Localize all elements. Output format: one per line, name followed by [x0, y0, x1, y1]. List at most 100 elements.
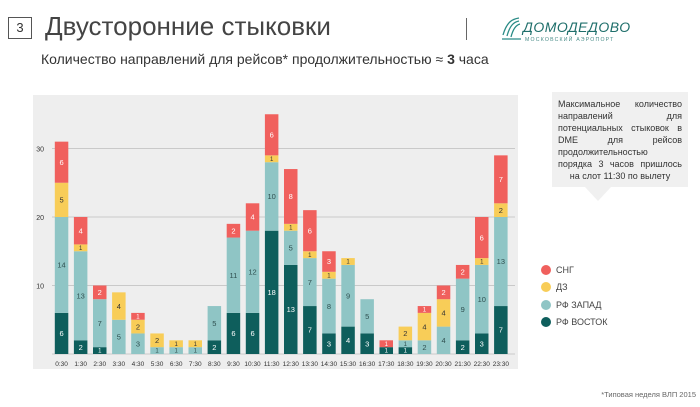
subtitle-value: 3	[447, 51, 455, 67]
data-label-dz: 1	[289, 225, 293, 231]
bar-segment-rf_vostok	[284, 264, 298, 354]
x-tick-label: 12:30	[283, 361, 300, 368]
bar-segment-rf_vostok	[379, 347, 393, 354]
data-label-rf_zapad: 11	[230, 271, 238, 280]
y-tick-label: 10	[36, 284, 44, 291]
data-label-sng: 2	[231, 226, 235, 235]
data-label-sng: 3	[327, 257, 331, 266]
data-label-rf_vostok: 7	[308, 326, 312, 335]
bar-segment-rf_vostok	[245, 312, 260, 354]
data-label-rf_vostok: 6	[250, 329, 254, 338]
data-label-sng: 2	[461, 268, 465, 277]
subtitle-prefix: Количество направлений для рейсов* продо…	[41, 51, 448, 67]
bar-segment-rf_vostok	[264, 230, 279, 354]
legend-item-rf-vostok: РФ ВОСТОК	[541, 314, 608, 332]
bar-segment-sng	[245, 203, 260, 231]
data-label-rf_zapad: 13	[76, 291, 84, 300]
data-label-rf_zapad: 13	[497, 257, 505, 266]
data-label-rf_zapad: 10	[478, 295, 486, 304]
bar-segment-dz	[436, 299, 451, 327]
x-tick-label: 9:30	[227, 361, 240, 368]
x-tick-label: 13:30	[302, 361, 319, 368]
bar-segment-rf_vostok	[341, 326, 355, 354]
data-label-rf_zapad: 3	[136, 339, 140, 348]
data-label-rf_vostok: 2	[79, 343, 83, 352]
bar-segment-sng	[226, 223, 241, 238]
bar-segment-dz	[303, 251, 317, 259]
footnote: *Типовая неделя ВЛП 2015	[601, 390, 696, 399]
callout-box	[552, 92, 688, 187]
x-tick-label: 23:30	[493, 361, 510, 368]
bar-segment-rf_vostok	[54, 312, 69, 354]
data-label-sng: 6	[59, 158, 63, 167]
bar-segment-dz	[169, 340, 183, 348]
bar-segment-rf_zapad	[112, 319, 126, 354]
data-label-sng: 7	[499, 175, 503, 184]
bar-segment-rf_zapad	[475, 264, 489, 334]
header-divider	[466, 18, 467, 40]
bar-segment-dz	[112, 292, 126, 320]
legend-dot-rf-vostok	[541, 317, 551, 328]
bar-segment-sng	[54, 141, 69, 183]
bar-segment-rf_zapad	[207, 306, 222, 341]
bar-segment-rf_vostok	[93, 347, 107, 354]
data-label-sng: 4	[79, 226, 83, 235]
data-label-sng: 6	[270, 131, 274, 140]
bar-segment-rf_vostok	[360, 333, 374, 354]
bar-segment-dz	[264, 155, 279, 163]
bar-segment-rf_vostok	[226, 312, 241, 354]
bar-segment-sng	[322, 251, 336, 272]
bar-segment-sng	[284, 169, 298, 224]
data-label-dz: 2	[136, 322, 140, 331]
data-label-dz: 1	[346, 260, 350, 266]
data-label-sng: 4	[250, 213, 254, 222]
data-label-dz: 5	[59, 196, 63, 205]
data-label-rf_zapad: 5	[117, 333, 121, 342]
data-label-rf_vostok: 13	[287, 305, 295, 314]
data-label-rf_zapad: 1	[404, 342, 408, 348]
data-label-dz: 1	[480, 260, 484, 266]
bar-segment-rf_zapad	[93, 299, 107, 348]
data-label-sng: 6	[308, 226, 312, 235]
bar-segment-rf_zapad	[284, 230, 298, 265]
x-tick-label: 22:30	[474, 361, 491, 368]
data-label-dz: 1	[270, 157, 274, 163]
bar-segment-dz	[54, 182, 69, 217]
callout-pointer	[585, 187, 611, 201]
data-label-sng: 2	[441, 288, 445, 297]
data-label-sng: 1	[136, 314, 140, 320]
x-tick-label: 5:30	[151, 361, 164, 368]
x-tick-label: 16:30	[359, 361, 376, 368]
bar-segment-sng	[494, 155, 508, 204]
data-label-rf_zapad: 14	[57, 261, 65, 270]
bar-segment-sng	[379, 340, 393, 348]
bar-segment-sng	[417, 306, 432, 313]
bar-segment-dz	[417, 312, 432, 341]
y-tick-label: 30	[36, 147, 44, 154]
data-label-rf_vostok: 3	[365, 339, 369, 348]
data-label-rf_zapad: 1	[194, 349, 198, 355]
bar-segment-rf_zapad	[245, 230, 260, 313]
legend-dot-dz	[541, 282, 551, 293]
bar-segment-rf_zapad	[188, 347, 202, 354]
legend-item-rf-zapad: РФ ЗАПАД	[541, 296, 608, 314]
callout-text: Максимальное количество направлений для …	[558, 99, 682, 181]
x-tick-label: 21:30	[455, 361, 472, 368]
x-tick-label: 19:30	[416, 361, 433, 368]
bar-segment-rf_zapad	[264, 162, 279, 231]
bar-segment-dz	[341, 258, 355, 265]
data-label-sng: 8	[289, 192, 293, 201]
bar-segment-sng	[475, 217, 489, 259]
bar-segment-rf_zapad	[73, 251, 88, 341]
bar-segment-rf_zapad	[341, 264, 355, 327]
data-label-rf_zapad: 7	[308, 278, 312, 287]
bar-segment-rf_zapad	[150, 347, 164, 354]
bar-segment-rf_zapad	[360, 299, 374, 334]
x-tick-label: 4:30	[132, 361, 145, 368]
data-label-rf_zapad: 9	[346, 291, 350, 300]
bar-segment-dz	[398, 326, 413, 341]
legend-label-rf-zapad: РФ ЗАПАД	[556, 299, 602, 310]
data-label-sng: 1	[385, 342, 389, 348]
bar-segment-dz	[494, 203, 508, 217]
